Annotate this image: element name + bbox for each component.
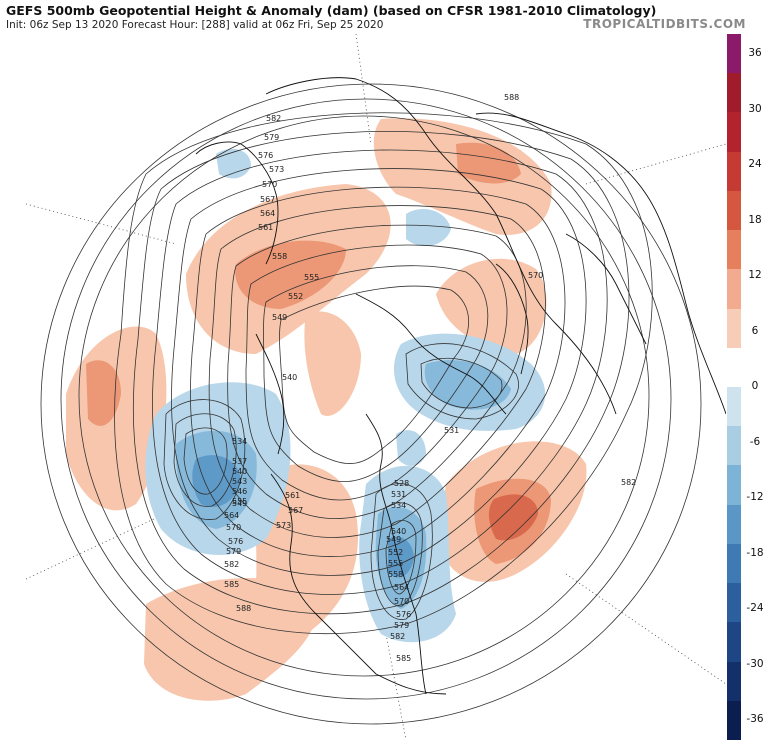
polar-stereographic-map: 582 579 576 573 570 567 564 561 558 555 …: [26, 34, 726, 740]
contour-label: 540: [282, 373, 297, 382]
contour-label: 531: [391, 490, 406, 499]
colorbar-tick-label: -24: [746, 602, 764, 614]
chart-subtitle: Init: 06z Sep 13 2020 Forecast Hour: [28…: [6, 19, 384, 31]
contour-label: 555: [232, 497, 247, 506]
chart-title: GEFS 500mb Geopotential Height & Anomaly…: [6, 3, 657, 18]
contour-label: 582: [224, 560, 239, 569]
colorbar-tick-label: -6: [749, 435, 761, 448]
contour-label: 534: [232, 437, 247, 446]
contour-label: 555: [304, 273, 319, 282]
contour-label: 588: [504, 93, 519, 102]
colorbar-segment: [727, 504, 741, 545]
contour-label: 558: [388, 570, 403, 579]
contour-label: 570: [226, 523, 241, 532]
contour-label: 558: [272, 252, 287, 261]
contour-label: 543: [232, 477, 247, 486]
contour-label: 540: [391, 527, 406, 536]
colorbar-segment: [727, 112, 741, 153]
colorbar-segment: [727, 661, 741, 702]
brand-logo: TROPICALTIDBITS.COM: [583, 17, 746, 31]
colorbar-segment: [727, 34, 741, 74]
contour-label: 585: [396, 654, 411, 663]
colorbar-tick-label: 6: [751, 324, 759, 337]
contour-label: 579: [394, 621, 409, 630]
colorbar-tick-label: -30: [746, 657, 764, 670]
strongest-positive-anomaly: [488, 494, 538, 541]
contour-label: 555: [388, 559, 403, 568]
contour-label: 567: [288, 506, 303, 515]
contour-label: 570: [528, 271, 543, 280]
contour-label: 561: [258, 223, 273, 232]
header: GEFS 500mb Geopotential Height & Anomaly…: [6, 3, 756, 33]
contour-label: 552: [288, 292, 303, 301]
contour-label: 576: [258, 151, 273, 160]
contour-label: 549: [232, 499, 247, 508]
colorbar-tick-label: 24: [748, 158, 762, 170]
colorbar-segment: [727, 230, 741, 270]
colorbar-segment: [727, 347, 741, 388]
colorbar-segment: [727, 426, 741, 466]
colorbar-segment: [727, 583, 741, 623]
colorbar-tick-label: 0: [751, 380, 759, 392]
colorbar-segment: [727, 700, 741, 741]
contour-label-group: 582 579 576 573 570 567 564 561 558 555 …: [224, 93, 636, 663]
contour-label: 567: [260, 195, 275, 204]
contour-label: 531: [444, 426, 459, 435]
colorbar-segment: [727, 387, 741, 427]
contour-label: 549: [272, 313, 287, 322]
colorbar-segment: [727, 622, 741, 663]
graticule: [26, 34, 726, 740]
contour-label: 570: [394, 597, 409, 606]
contour-label: 579: [226, 547, 241, 556]
contour-label: 588: [236, 604, 251, 613]
colorbar-tick-label: 12: [748, 269, 762, 281]
colorbar-tick-label: -12: [746, 491, 764, 503]
colorbar-tick-label: 30: [748, 102, 762, 115]
contour-label: 576: [228, 537, 243, 546]
contour-label: 561: [285, 491, 300, 500]
height-contours: [40, 83, 702, 725]
contour-label: 564: [260, 209, 275, 218]
colorbar-segment: [727, 465, 741, 506]
contour-label: 582: [266, 114, 281, 123]
colorbar-tick-label: 18: [748, 213, 762, 226]
contour-label: 549: [386, 535, 401, 544]
contour-label: 552: [388, 548, 403, 557]
contour-label: 582: [390, 632, 405, 641]
colorbar-tick-label: 36: [748, 47, 762, 59]
contour-label: 573: [269, 165, 284, 174]
colorbar: [727, 34, 741, 741]
contour-label: 579: [264, 133, 279, 142]
colorbar-segment: [727, 190, 741, 231]
contour-label: 564: [224, 511, 239, 520]
contour-label: 573: [276, 521, 291, 530]
colorbar-segment: [727, 308, 741, 349]
coastlines: [195, 77, 726, 695]
contour-label: 570: [262, 180, 277, 189]
colorbar-segment: [727, 73, 741, 113]
colorbar-tick-label: -36: [746, 713, 764, 725]
colorbar-segment: [727, 269, 741, 310]
contour-label: 564: [394, 583, 409, 592]
contour-label: 540: [232, 467, 247, 476]
colorbar-segment: [727, 543, 741, 584]
contour-label: 585: [224, 580, 239, 589]
contour-label: 534: [391, 501, 406, 510]
contour-label: 576: [396, 610, 411, 619]
contour-label: 528: [394, 479, 409, 488]
contour-label: 537: [232, 457, 247, 466]
contour-label: 546: [232, 487, 247, 496]
colorbar-segment: [727, 151, 741, 192]
colorbar-tick-label: -18: [746, 546, 764, 559]
contour-label: 582: [621, 478, 636, 487]
